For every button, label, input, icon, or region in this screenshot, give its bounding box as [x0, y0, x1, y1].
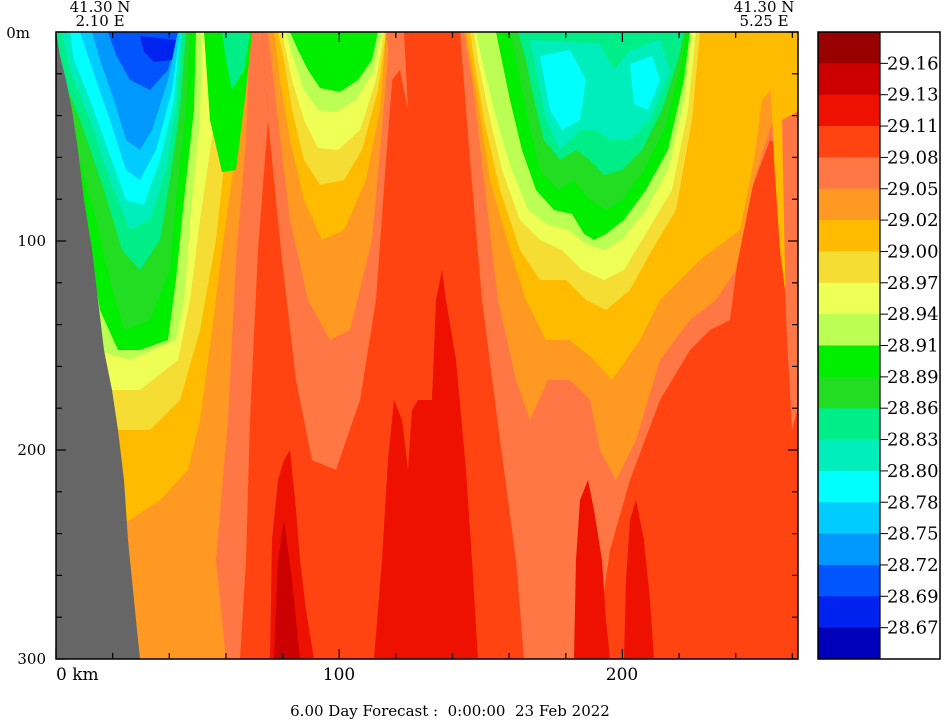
colorbar-label: 29.00 — [887, 241, 939, 262]
land-mask — [56, 32, 140, 659]
colorbar-label: 28.91 — [887, 336, 939, 357]
y-tick-label-100: 100 — [17, 232, 46, 250]
forecast-footer: 6.00 Day Forecast : 0:00:00 23 Feb 2022 — [290, 702, 610, 720]
colorbar-swatch — [818, 345, 880, 378]
core-orange-top — [386, 32, 408, 110]
colorbar-label: 28.89 — [887, 367, 939, 388]
colorbar-swatch — [818, 32, 880, 64]
corner-left-lat: 41.30 N — [70, 0, 131, 16]
colorbar-frame — [817, 31, 941, 660]
colorbar-swatch — [818, 470, 880, 503]
core-red-center — [374, 270, 478, 659]
y-ticks-left — [56, 31, 66, 660]
lobe-right-cyan-b — [630, 56, 660, 110]
colorbar-swatch — [818, 126, 880, 158]
core-red-right — [574, 480, 610, 659]
colorbar-label: 28.72 — [887, 555, 939, 576]
colorbar-label: 28.83 — [887, 430, 939, 451]
y-tick-label-300: 300 — [17, 650, 46, 668]
colorbar-label: 29.08 — [887, 147, 939, 168]
colorbar-swatch — [818, 188, 880, 221]
x-ticks — [55, 32, 793, 659]
colorbar-label: 29.16 — [887, 53, 939, 74]
colorbar-swatch — [818, 627, 880, 660]
corner-right-coords: 41.30 N 5.25 E — [734, 0, 795, 30]
x-axis-labels: 0 km 100 200 — [56, 665, 638, 685]
colorbar-swatch — [818, 251, 880, 284]
colorbar-label: 28.67 — [887, 618, 939, 639]
colorbar-label: 28.97 — [887, 273, 939, 294]
colorbar-label: 29.02 — [887, 210, 939, 231]
plot-frame — [55, 31, 799, 660]
colorbar-swatch — [818, 157, 880, 190]
colorbar: 29.16 29.13 29.11 29.08 29.05 29.02 29.00 28.97… — [817, 31, 941, 660]
colorbar-swatch — [818, 408, 880, 441]
x-tick-label-100: 100 — [323, 665, 355, 685]
right-column-orange — [782, 111, 798, 430]
colorbar-label: 28.86 — [887, 398, 939, 419]
y-axis-labels: 0m 100 200 300 — [6, 24, 46, 668]
colorbar-swatch — [818, 63, 880, 96]
y-tick-label-200: 200 — [17, 441, 46, 459]
colorbar-label: 28.94 — [887, 304, 939, 325]
y-tick-label-0: 0m — [6, 24, 30, 42]
corner-right-lat: 41.30 N — [734, 0, 795, 16]
colorbar-label: 28.80 — [887, 461, 939, 482]
colorbar-label: 28.75 — [887, 524, 939, 545]
lobe-teal-small — [222, 32, 250, 90]
colorbar-label: 28.69 — [887, 586, 939, 607]
core-red-right2 — [624, 500, 654, 659]
colorbar-swatch — [818, 533, 880, 566]
colorbar-swatch — [818, 376, 880, 409]
colorbar-label: 29.05 — [887, 179, 939, 200]
x-tick-label-0: 0 km — [56, 665, 99, 685]
colorbar-label: 28.78 — [887, 492, 939, 513]
colorbar-swatch — [818, 94, 880, 127]
colorbar-label: 29.11 — [887, 116, 939, 137]
lobe-right-cyan-a — [540, 50, 586, 130]
colorbar-swatch — [818, 439, 880, 472]
colorbar-swatch — [818, 282, 880, 315]
corner-left-lon: 2.10 E — [75, 12, 124, 30]
colorbar-label: 29.13 — [887, 85, 939, 106]
corner-left-coords: 41.30 N 2.10 E — [70, 0, 131, 30]
x-tick-label-200: 200 — [606, 665, 638, 685]
temperature-field — [56, 32, 798, 659]
colorbar-swatch — [818, 220, 880, 252]
lobe-mid-green — [290, 32, 378, 92]
corner-right-lon: 5.25 E — [739, 12, 788, 30]
colorbar-swatch — [818, 502, 880, 535]
colorbar-swatch — [818, 564, 880, 597]
colorbar-swatch — [818, 314, 880, 346]
colorbar-swatch — [818, 596, 880, 629]
plume-left-blue3 — [140, 36, 176, 62]
core-darkred-left — [274, 520, 300, 659]
y-ticks-right — [788, 31, 798, 660]
